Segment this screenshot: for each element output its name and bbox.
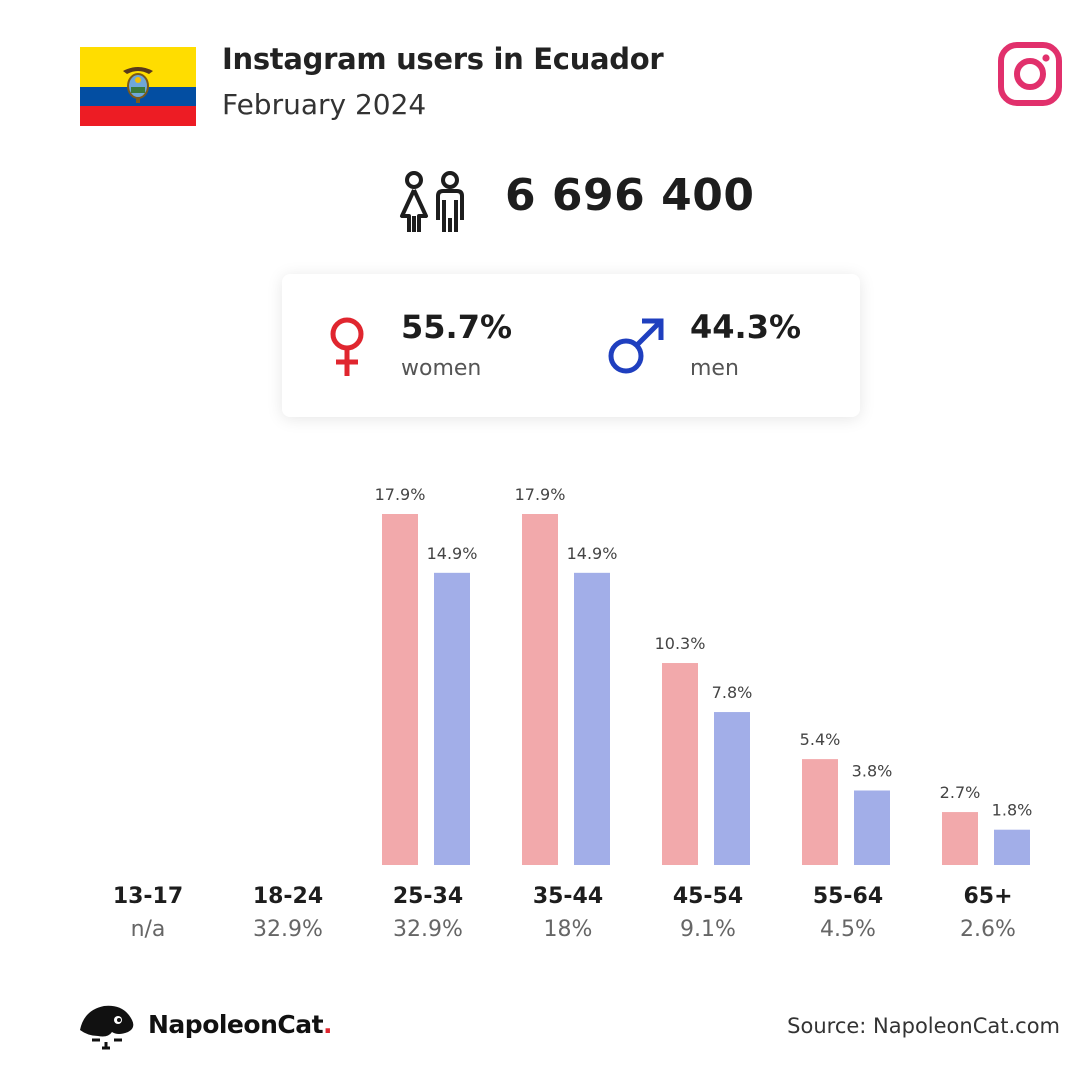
- data-label-women-45-54: 5.4%: [800, 730, 841, 749]
- total-users-value: 6 696 400: [505, 170, 755, 221]
- age-group-share: 18%: [543, 917, 593, 942]
- age-group-label: 25-34: [392, 884, 464, 909]
- age-group-share: 9.1%: [680, 917, 736, 942]
- instagram-icon: [998, 42, 1062, 106]
- people-icon: [398, 170, 468, 240]
- ecuador-flag: [80, 47, 196, 126]
- female-symbol-icon: [330, 317, 364, 376]
- bar-women-45-54: [802, 759, 838, 865]
- data-label-men-55-64: 1.8%: [992, 801, 1033, 820]
- age-group-share: 2.6%: [960, 917, 1016, 942]
- page-title: Instagram users in Ecuador: [222, 42, 664, 76]
- bar-men-35-44: [714, 712, 750, 865]
- age-group-share: 4.5%: [820, 917, 876, 942]
- age-group-share: 32.9%: [253, 917, 323, 942]
- age-group-label: 35-44: [532, 884, 604, 909]
- data-label-men-45-54: 3.8%: [852, 761, 893, 780]
- page-subtitle: February 2024: [222, 88, 427, 121]
- data-label-women-18-24: 17.9%: [375, 485, 426, 504]
- data-label-men-35-44: 7.8%: [712, 683, 753, 702]
- men-percentage: 44.3%: [690, 308, 802, 346]
- male-symbol-icon: [608, 318, 664, 374]
- women-percentage: 55.7%: [401, 308, 513, 346]
- age-group-label: 13-17: [112, 884, 184, 909]
- gender-split-card: 55.7% women 44.3% men: [282, 274, 860, 417]
- data-label-women-35-44: 10.3%: [655, 634, 706, 653]
- age-group-label: 55-64: [812, 884, 884, 909]
- data-label-men-18-24: 14.9%: [427, 544, 478, 563]
- bar-women-25-34: [522, 514, 558, 865]
- age-gender-bar-chart: 17.9% 14.9% 17.9% 14.9% 10.3% 7.8% 5.4% 3.8% 2.7…: [375, 485, 1080, 865]
- bar-men-55-64: [994, 829, 1030, 865]
- napoleoncat-logo-icon: [78, 1002, 138, 1054]
- age-group-label: 65+: [963, 884, 1013, 909]
- bar-women-55-64: [942, 812, 978, 865]
- bar-men-18-24: [434, 572, 470, 865]
- bar-men-25-34: [574, 572, 610, 865]
- data-label-men-25-34: 14.9%: [567, 544, 618, 563]
- source-text: Source: NapoleonCat.com: [787, 1014, 1060, 1038]
- bar-men-45-54: [854, 790, 890, 865]
- brand-name: NapoleonCat.: [148, 1010, 333, 1039]
- women-label: women: [401, 356, 482, 381]
- age-group-share: 32.9%: [393, 917, 463, 942]
- data-label-women-55-64: 2.7%: [940, 783, 981, 802]
- age-group-label: 45-54: [672, 884, 744, 909]
- coat-of-arms-icon: [123, 67, 153, 103]
- age-group-label: 18-24: [252, 884, 324, 909]
- men-label: men: [690, 356, 739, 381]
- bar-women-35-44: [662, 663, 698, 865]
- bar-women-18-24: [382, 514, 418, 865]
- age-group-share: n/a: [130, 917, 166, 942]
- data-label-women-25-34: 17.9%: [515, 485, 566, 504]
